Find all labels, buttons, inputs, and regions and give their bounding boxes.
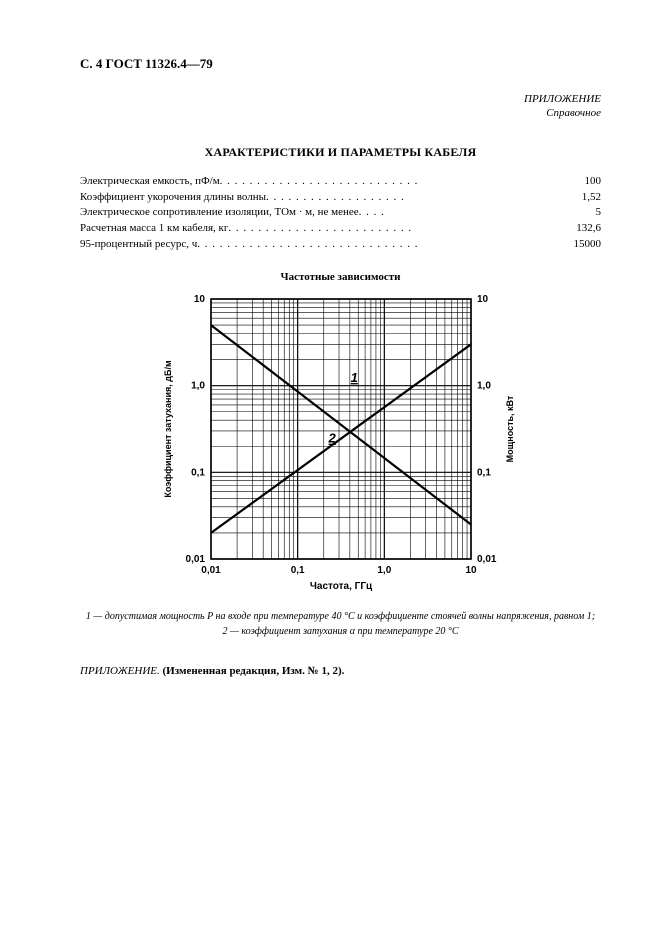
- footnote-prefix: ПРИЛОЖЕНИЕ.: [80, 665, 160, 677]
- chart-container: 0,010,11,0100,010,11,0100,010,11,010Част…: [80, 289, 601, 599]
- svg-text:1,0: 1,0: [377, 565, 391, 576]
- parameter-row: Расчетная масса 1 км кабеля, кг . . . . …: [80, 221, 601, 237]
- dots-leader: . . . . . . . . . . . . . . . . . . . . …: [197, 237, 567, 253]
- parameter-row: Электрическое сопротивление изоляции, ТО…: [80, 205, 601, 221]
- dots-leader: . . . . . . . . . . . . . . . . . . . . …: [228, 221, 570, 237]
- parameter-label: Электрическое сопротивление изоляции, ТО…: [80, 205, 359, 221]
- parameter-value: 5: [590, 205, 602, 221]
- svg-text:Мощность, кВт: Мощность, кВт: [505, 395, 515, 462]
- chart-title: Частотные зависимости: [80, 271, 601, 283]
- svg-text:1: 1: [350, 370, 357, 385]
- parameter-label: 95-процентный ресурс, ч: [80, 237, 197, 253]
- footnote: ПРИЛОЖЕНИЕ. (Измененная редакция, Изм. №…: [80, 665, 601, 677]
- parameter-value: 132,6: [570, 221, 601, 237]
- chart-caption: 1 — допустимая мощность P на входе при т…: [80, 609, 601, 639]
- parameter-value: 1,52: [576, 190, 601, 206]
- svg-text:0,1: 0,1: [290, 565, 304, 576]
- svg-text:0,01: 0,01: [185, 554, 205, 565]
- parameter-label: Расчетная масса 1 км кабеля, кг: [80, 221, 228, 237]
- dots-leader: . . . . . . . . . . . . . . . . . . . . …: [220, 174, 579, 190]
- svg-text:0,1: 0,1: [477, 468, 491, 479]
- parameter-label: Электрическая емкость, пФ/м: [80, 174, 220, 190]
- svg-text:2: 2: [327, 431, 336, 446]
- parameter-row: 95-процентный ресурс, ч . . . . . . . . …: [80, 237, 601, 253]
- appendix-label: ПРИЛОЖЕНИЕ Справочное: [80, 92, 601, 121]
- svg-text:1,0: 1,0: [477, 381, 491, 392]
- dots-leader: . . . . . . . . . . . . . . . . . . .: [266, 190, 576, 206]
- footnote-text: (Измененная редакция, Изм. № 1, 2).: [160, 665, 345, 677]
- svg-text:10: 10: [465, 565, 477, 576]
- svg-text:10: 10: [477, 294, 489, 305]
- svg-text:Коэффициент затухания, дБ/м: Коэффициент затухания, дБ/м: [163, 360, 173, 498]
- frequency-chart: 0,010,11,0100,010,11,0100,010,11,010Част…: [156, 289, 526, 599]
- appendix-line2: Справочное: [80, 106, 601, 120]
- svg-text:0,1: 0,1: [191, 468, 205, 479]
- page-header: С. 4 ГОСТ 11326.4—79: [80, 56, 601, 72]
- svg-text:10: 10: [193, 294, 205, 305]
- parameter-value: 15000: [568, 237, 602, 253]
- appendix-line1: ПРИЛОЖЕНИЕ: [80, 92, 601, 106]
- svg-text:Частота, ГГц: Частота, ГГц: [309, 581, 372, 592]
- caption-line2: 2 — коэффициент затухания α при температ…: [222, 626, 458, 637]
- svg-text:0,01: 0,01: [477, 554, 497, 565]
- section-title: ХАРАКТЕРИСТИКИ И ПАРАМЕТРЫ КАБЕЛЯ: [80, 145, 601, 160]
- parameter-row: Электрическая емкость, пФ/м . . . . . . …: [80, 174, 601, 190]
- caption-line1: 1 — допустимая мощность P на входе при т…: [86, 611, 595, 622]
- svg-text:0,01: 0,01: [201, 565, 221, 576]
- parameter-row: Коэффициент укорочения длины волны . . .…: [80, 190, 601, 206]
- svg-text:1,0: 1,0: [191, 381, 205, 392]
- parameters-list: Электрическая емкость, пФ/м . . . . . . …: [80, 174, 601, 254]
- parameter-label: Коэффициент укорочения длины волны: [80, 190, 266, 206]
- parameter-value: 100: [579, 174, 602, 190]
- dots-leader: . . . .: [359, 205, 590, 221]
